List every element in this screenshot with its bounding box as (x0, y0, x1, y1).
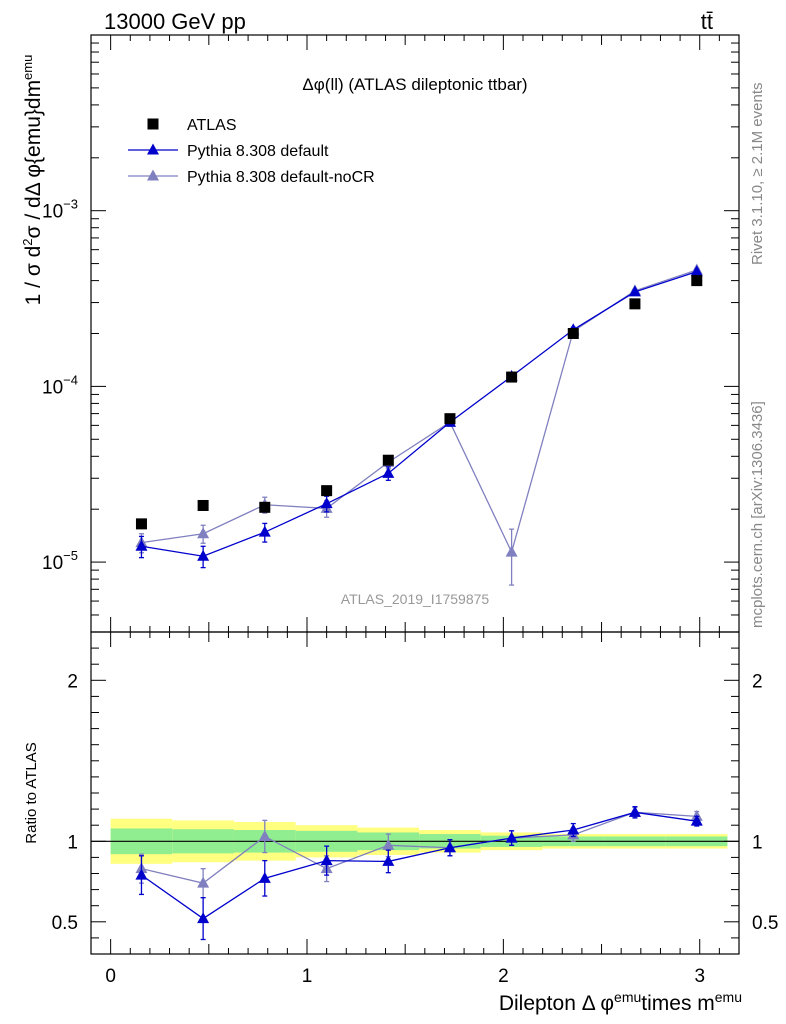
x-tick-label: 3 (694, 966, 705, 987)
data-point (258, 525, 271, 537)
ratio-plot-data (135, 805, 703, 941)
ratio-data-point (197, 912, 210, 924)
main-plot-data (135, 263, 703, 586)
legend-marker (147, 169, 159, 181)
ratio-data-point (258, 829, 271, 841)
data-point (567, 328, 579, 339)
data-point (444, 413, 456, 425)
data-point (506, 371, 518, 383)
main-plot-ticks (91, 34, 739, 954)
ratio-data-point (320, 854, 333, 866)
header-process-label: tt̄ (701, 9, 713, 34)
legend-label: ATLAS (187, 117, 237, 134)
legend-marker (147, 143, 159, 155)
series-line (141, 271, 697, 557)
rivet-version-label: Rivet 3.1.10, ≥ 2.1M events (749, 83, 766, 266)
y-tick-label: 1 (752, 832, 763, 853)
ratio-series-line (141, 811, 697, 884)
series-line (141, 269, 697, 554)
ratio-data-point (690, 814, 703, 826)
y-tick-label: 10−4 (42, 372, 78, 398)
main-plot-y-tick-labels: 10−5 10−4 10−3 (42, 197, 78, 574)
ratio-data-point (382, 838, 395, 850)
x-tick-label: 0 (105, 966, 116, 987)
ratio-uncertainty-bands (91, 818, 739, 864)
x-tick-label: 1 (302, 966, 313, 987)
y-tick-label: 2 (752, 671, 763, 692)
analysis-watermark: ATLAS_2019_I1759875 (341, 591, 490, 607)
ratio-data-point (197, 876, 210, 888)
ratio-data-point (628, 805, 641, 817)
data-point (321, 485, 333, 497)
data-point (505, 545, 518, 557)
data-point (135, 518, 147, 530)
main-plot-y-axis-label: 1 / σ d2σ / dΔ φ{emu}dmemu (20, 55, 45, 306)
data-point (628, 285, 641, 297)
ratio-series-line (141, 811, 697, 920)
data-point (259, 501, 271, 513)
x-axis-label: Dilepton Δ φemutimes memu (499, 989, 742, 1015)
data-point (320, 497, 333, 509)
y-tick-label: 0.5 (752, 913, 778, 934)
y-tick-label: 10−5 (42, 548, 78, 574)
data-point (135, 539, 148, 551)
legend-marker (147, 118, 159, 130)
data-point (197, 527, 210, 539)
data-point (382, 454, 394, 466)
ratio-data-point (135, 868, 148, 880)
main-plot-title: Δφ(ll) (ATLAS dileptonic ttbar) (302, 75, 527, 94)
ratio-data-point (258, 871, 271, 883)
y-tick-label: 1 (67, 832, 78, 853)
data-point (382, 466, 395, 478)
x-tick-label: 2 (498, 966, 509, 987)
y-tick-label: 10−3 (42, 197, 78, 223)
y-tick-label: 0.5 (52, 913, 78, 934)
ratio-plot-tick-labels: 0.5 0.5 1 1 2 2 0 1 2 3 (52, 671, 779, 987)
y-tick-label: 2 (67, 671, 78, 692)
ratio-data-point (382, 854, 395, 866)
data-point (197, 549, 210, 561)
ratio-plot-frame (90, 631, 740, 955)
ratio-data-point (567, 823, 580, 835)
header-energy-label: 13000 GeV pp (104, 9, 246, 34)
ratio-data-point (505, 831, 518, 843)
data-point (629, 298, 641, 310)
ratio-data-point (443, 841, 456, 853)
data-point (197, 499, 209, 511)
legend: ATLAS Pythia 8.308 default Pythia 8.308 de… (128, 117, 375, 186)
ratio-plot-ticks (91, 647, 739, 939)
data-point (690, 265, 703, 277)
data-point (691, 275, 703, 287)
legend-label: Pythia 8.308 default (187, 143, 329, 160)
legend-label: Pythia 8.308 default-noCR (187, 169, 375, 186)
ratio-y-axis-label: Ratio to ATLAS (23, 742, 40, 843)
mcplots-label: mcplots.cern.ch [arXiv:1306.3436] (749, 401, 766, 628)
